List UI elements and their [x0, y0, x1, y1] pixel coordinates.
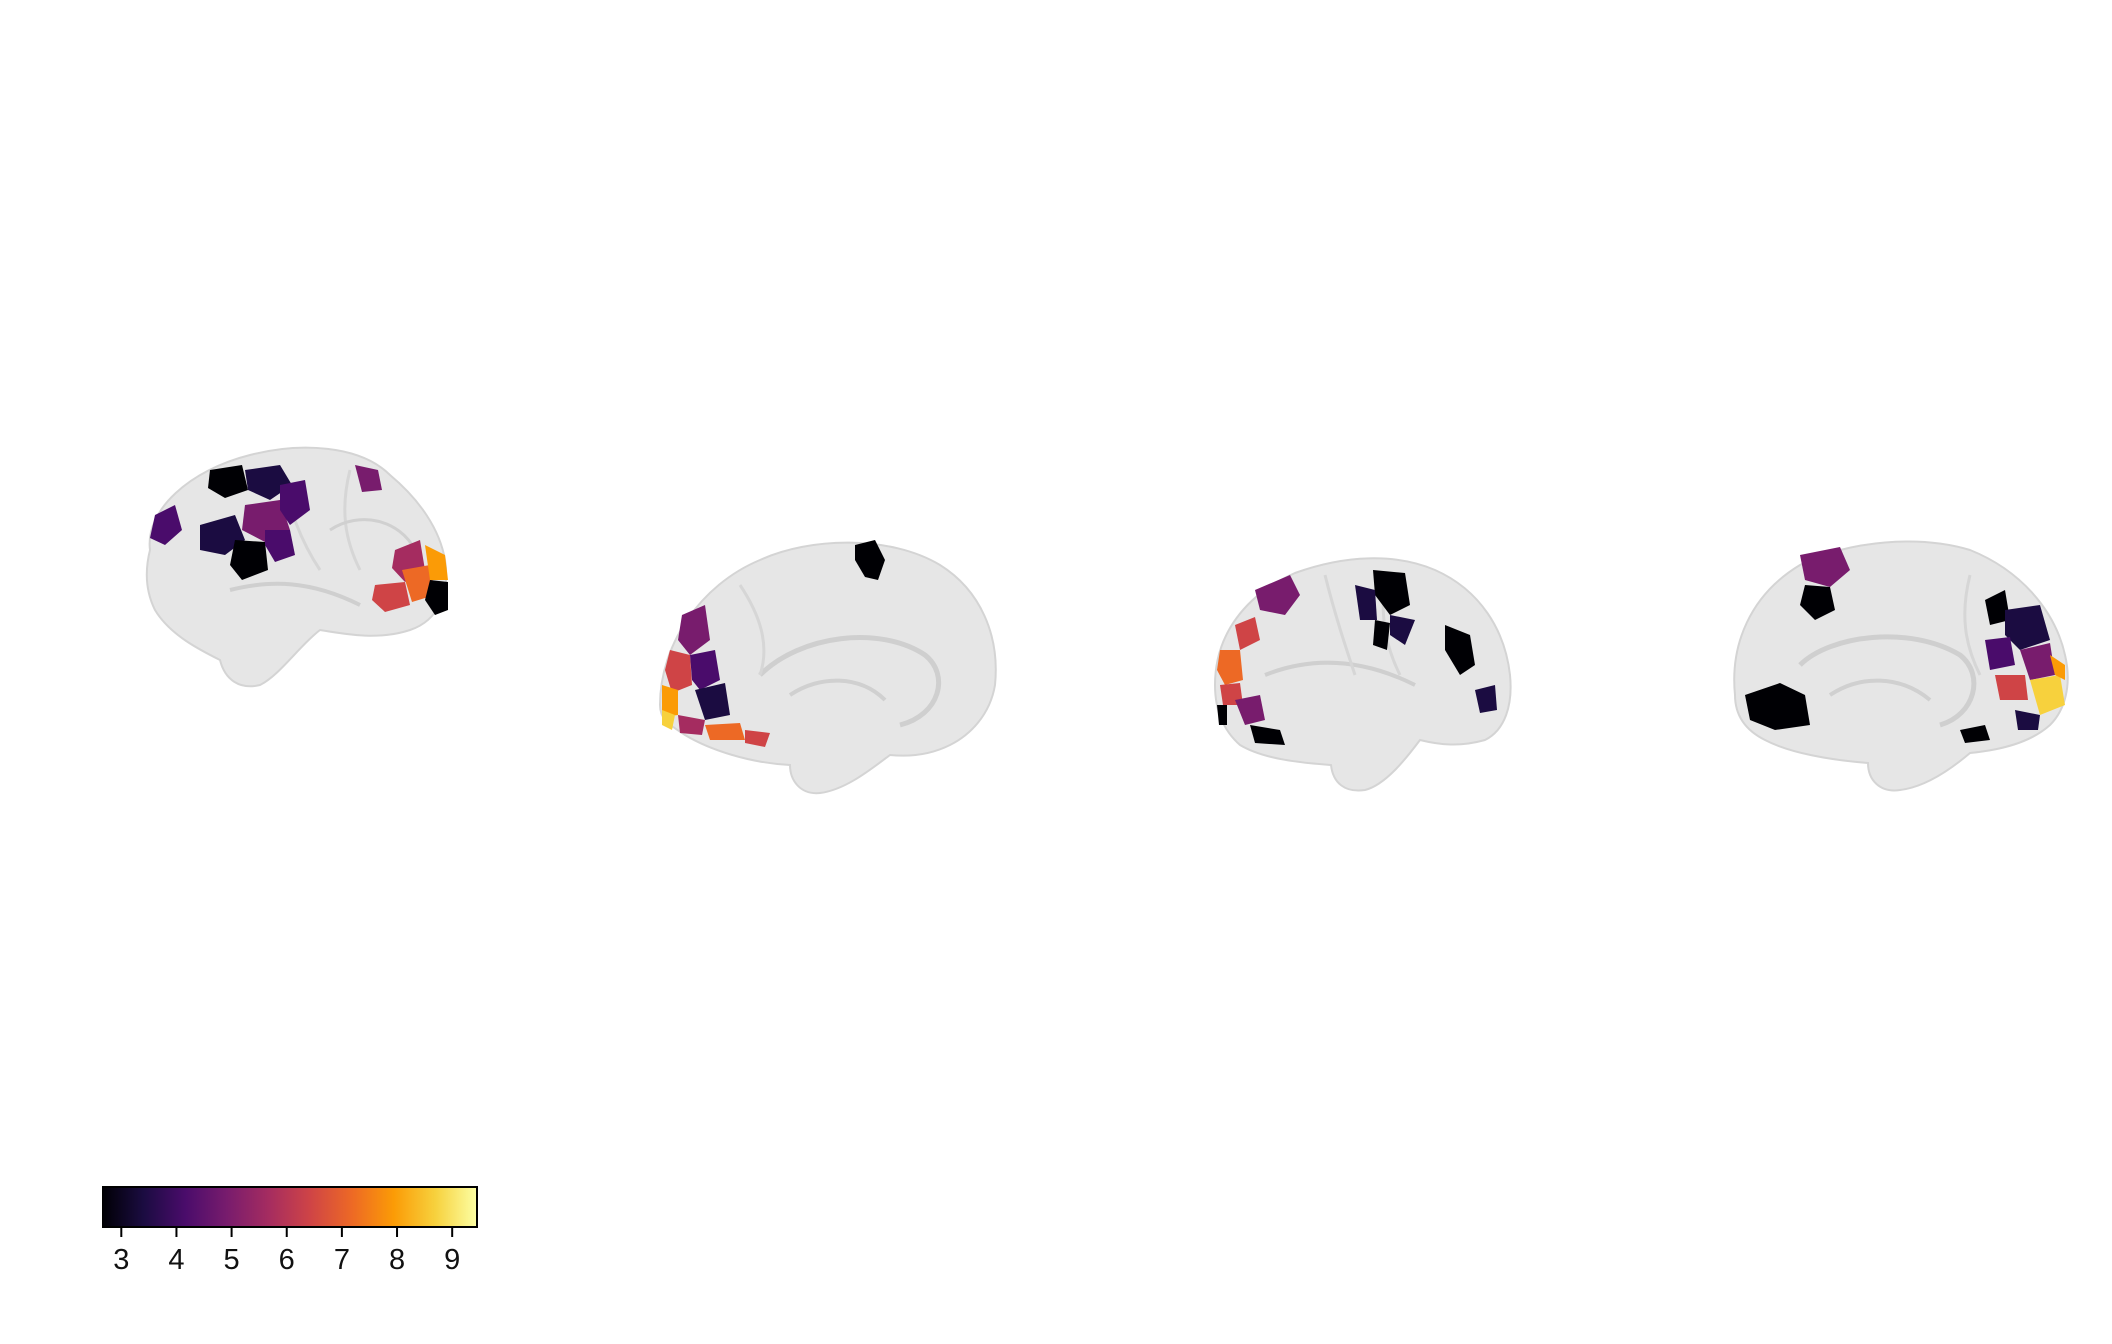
region-patch — [150, 505, 182, 545]
brain-view-right-medial — [1720, 525, 2080, 805]
region-patch — [208, 465, 248, 498]
brain-view-left-medial — [650, 525, 1010, 805]
region-patch — [678, 715, 705, 735]
region-patch — [1985, 590, 2010, 625]
region-patch — [665, 650, 692, 693]
colorbar-tick-label: 6 — [279, 1244, 295, 1276]
cortex-surface — [145, 446, 448, 688]
cortex-surface — [1733, 540, 2069, 792]
region-patch — [425, 545, 448, 580]
colorbar-legend: 3 4 5 6 7 8 9 — [102, 1177, 482, 1277]
region-patch — [355, 465, 382, 492]
region-patch — [265, 530, 295, 562]
region-patch — [402, 565, 435, 602]
region-patch — [1985, 637, 2015, 670]
region-patch — [1255, 575, 1300, 615]
colorbar-tick-label: 3 — [113, 1244, 129, 1276]
region-patch — [1800, 585, 1835, 620]
region-patch — [1373, 570, 1410, 615]
region-patch — [1960, 725, 1990, 743]
colorbar-tick-label: 9 — [444, 1244, 460, 1276]
region-patch — [1235, 695, 1265, 725]
colorbar-ticks: 3 4 5 6 7 8 9 — [113, 1227, 460, 1276]
region-patch — [690, 650, 720, 690]
region-patch — [200, 515, 245, 555]
region-patch — [1250, 725, 1285, 745]
region-patch — [1217, 705, 1227, 725]
region-patch — [1390, 615, 1415, 645]
cortex-surface — [658, 541, 997, 795]
region-patch — [678, 605, 710, 655]
region-patch — [1445, 625, 1475, 675]
region-patch — [2020, 643, 2055, 680]
colorbar-tick-label: 8 — [389, 1244, 405, 1276]
brain-view-left-lateral — [130, 430, 470, 700]
colorbar-gradient — [102, 1186, 478, 1228]
region-patch — [855, 540, 885, 580]
region-patch — [1475, 685, 1497, 713]
colorbar-tick-label: 7 — [334, 1244, 350, 1276]
region-patch — [1745, 683, 1810, 730]
cortex-surface — [1213, 557, 1512, 792]
region-patch — [1800, 547, 1850, 587]
region-patch — [1217, 650, 1243, 685]
region-patch — [280, 480, 310, 525]
region-patch — [1995, 675, 2028, 700]
region-patch — [695, 683, 730, 720]
region-patch — [2050, 655, 2065, 680]
region-patch — [425, 580, 448, 615]
region-patch — [1355, 585, 1377, 620]
region-patch — [2005, 605, 2050, 650]
region-patch — [705, 723, 745, 740]
region-patch — [662, 685, 678, 717]
brain-view-right-lateral — [1205, 535, 1525, 805]
region-patch — [745, 730, 770, 747]
colorbar-tick-label: 4 — [168, 1244, 184, 1276]
region-patch — [2030, 675, 2065, 715]
colorbar-tick-label: 5 — [224, 1244, 240, 1276]
region-patch — [1235, 617, 1260, 650]
region-patch — [230, 540, 268, 580]
region-patch — [1220, 683, 1243, 705]
region-patch — [2015, 710, 2040, 730]
region-patch — [372, 582, 410, 612]
region-patch — [1373, 620, 1390, 650]
region-patch — [662, 710, 675, 730]
